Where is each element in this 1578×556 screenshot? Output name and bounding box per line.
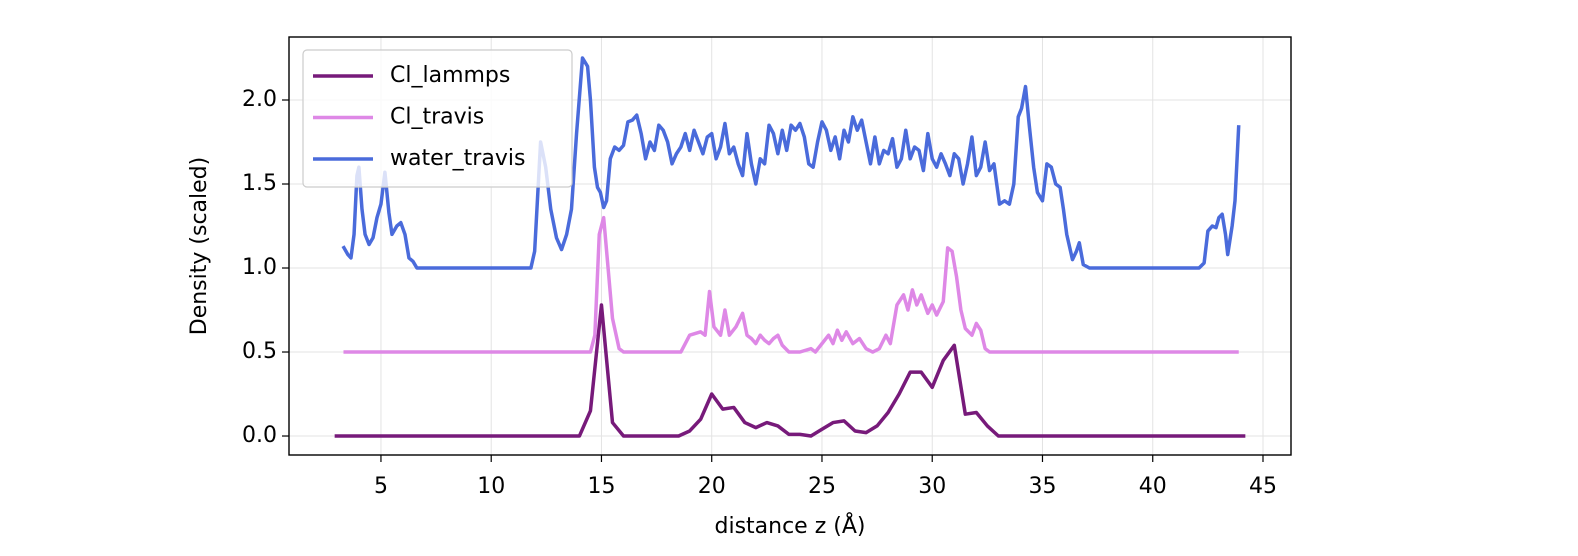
x-tick-label: 40 bbox=[1139, 474, 1167, 499]
x-tick-label: 30 bbox=[918, 474, 946, 499]
y-tick-label: 2.0 bbox=[242, 87, 277, 112]
x-tick-label: 15 bbox=[587, 474, 615, 499]
y-tick-label: 0.0 bbox=[242, 423, 277, 448]
line-series bbox=[343, 215, 1239, 354]
line-series bbox=[341, 56, 1241, 270]
y-axis-label: Density (scaled) bbox=[187, 157, 212, 335]
legend-label: Cl_travis bbox=[390, 105, 484, 130]
x-tick-label: 10 bbox=[477, 474, 505, 499]
x-tick-label: 35 bbox=[1028, 474, 1056, 499]
y-tick-label: 1.5 bbox=[242, 171, 277, 196]
x-tick-label: 20 bbox=[698, 474, 726, 499]
plot-frame bbox=[288, 36, 1292, 456]
legend-label: water_travis bbox=[390, 146, 525, 171]
x-axis-label: distance z (Å) bbox=[715, 512, 866, 539]
x-tick-label: 45 bbox=[1249, 474, 1277, 499]
line-series bbox=[334, 303, 1246, 438]
legend-label: Cl_lammps bbox=[390, 63, 510, 88]
y-tick-label: 1.0 bbox=[242, 255, 277, 280]
x-tick-label: 5 bbox=[374, 474, 388, 499]
legend: Cl_lammps Cl_travis water_travis bbox=[302, 49, 573, 188]
x-tick-label: 25 bbox=[808, 474, 836, 499]
y-tick-label: 0.5 bbox=[242, 339, 277, 364]
legend-box bbox=[302, 49, 573, 188]
